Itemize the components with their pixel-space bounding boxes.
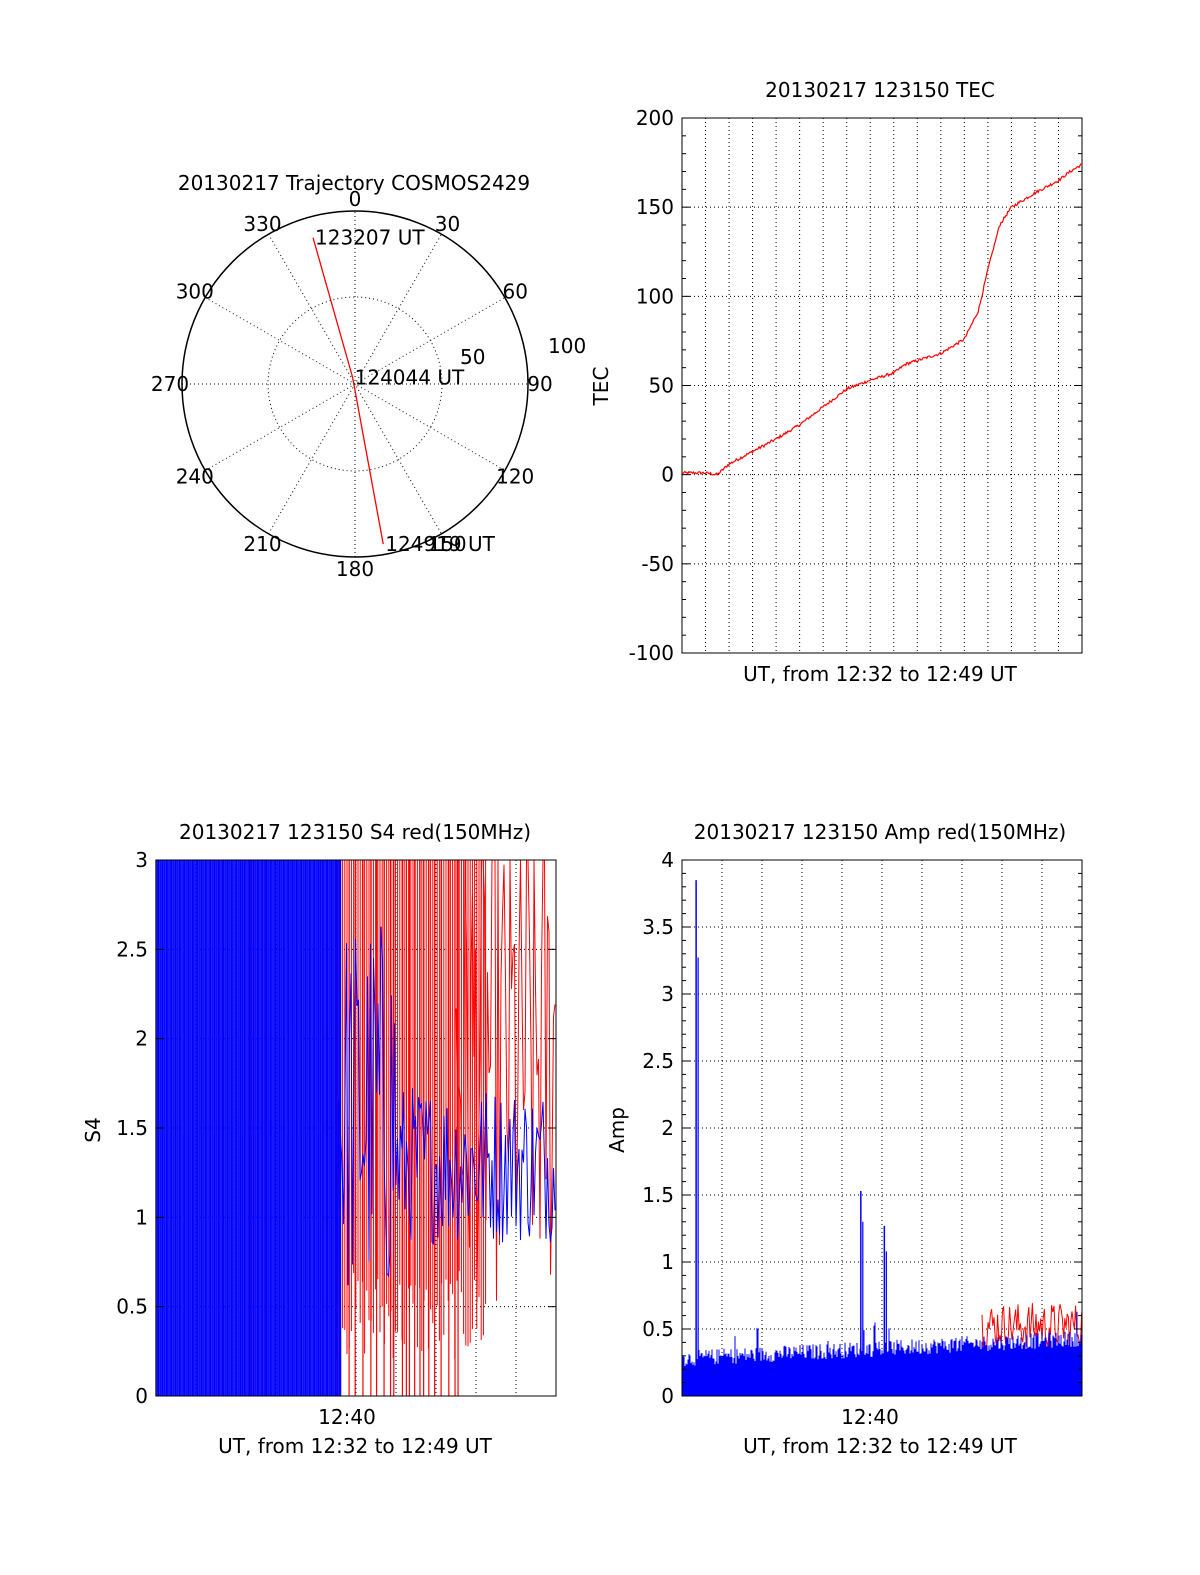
ytick-label: 3 (135, 848, 148, 872)
s4-panel: 20130217 123150 S4 red(150MHz) 3 2.5 2 1.5 1… (81, 820, 557, 1458)
polar-angle-label: 90 (527, 372, 552, 396)
s4-blue-line (335, 926, 556, 1286)
polar-radial-label-50: 50 (460, 345, 485, 369)
s4-y-ticks: 3 2.5 2 1.5 1 0.5 0 (116, 848, 556, 1408)
ytick-label: -100 (629, 641, 674, 665)
amp-y-ticks: 4 3.5 3 2.5 2 1.5 1 0.5 0 (642, 848, 1082, 1408)
ytick-label: 50 (649, 374, 674, 398)
ytick-label: 0.5 (642, 1317, 674, 1341)
ytick-label: 0 (661, 463, 674, 487)
polar-angle-label: 180 (336, 557, 374, 581)
s4-blue-series (155, 860, 556, 1396)
ytick-label: 200 (636, 106, 674, 130)
amp-blue-series (681, 880, 1083, 1396)
tec-y-ticks: 200 150 100 50 0 -50 -100 (629, 106, 1082, 665)
ytick-label: 1 (135, 1205, 148, 1229)
amp-xlabel: UT, from 12:32 to 12:49 UT (743, 1434, 1018, 1458)
polar-angle-label: 330 (243, 212, 281, 236)
ytick-label: 4 (661, 848, 674, 872)
polar-spoke-150 (268, 233, 442, 535)
ytick-label: 2 (135, 1027, 148, 1051)
amp-title: 20130217 123150 Amp red(150MHz) (694, 820, 1066, 844)
polar-angle-label: 60 (502, 280, 527, 304)
amp-ylabel: Amp (605, 1107, 629, 1153)
tec-ylabel: TEC (589, 367, 613, 407)
amp-red-series (981, 1303, 1083, 1350)
tec-grid (682, 118, 1082, 653)
ytick-label: 2.5 (116, 937, 148, 961)
polar-angle-label: 300 (176, 280, 214, 304)
ytick-label: 0.5 (116, 1295, 148, 1319)
tec-panel: 20130217 123150 TEC 200150100500-50-100 … (589, 78, 1083, 686)
trajectory-point-label: 124044 UT (355, 365, 465, 389)
polar-angle-label: 150 (428, 532, 466, 556)
ytick-label: 3 (661, 982, 674, 1006)
s4-ylabel: S4 (81, 1117, 105, 1142)
polar-panel: 20130217 Trajectory COSMOS2429 0 30 60 90 12… (151, 171, 586, 581)
amp-panel: 20130217 123150 Amp red(150MHz) 4 3.5 3 2.5… (605, 820, 1083, 1458)
s4-title: 20130217 123150 S4 red(150MHz) (179, 820, 531, 844)
tec-title: 20130217 123150 TEC (765, 78, 995, 102)
ytick-label: 0 (135, 1384, 148, 1408)
ytick-label: 2.5 (642, 1049, 674, 1073)
ytick-label: -50 (641, 552, 674, 576)
tec-series-line (681, 163, 1083, 477)
ytick-label: 0 (661, 1384, 674, 1408)
amp-grid (682, 860, 1082, 1396)
ytick-label: 1.5 (116, 1116, 148, 1140)
ytick-label: 100 (636, 284, 674, 308)
tec-xlabel: UT, from 12:32 to 12:49 UT (743, 662, 1018, 686)
ytick-label: 1 (661, 1250, 674, 1274)
polar-angle-labels: 0 30 60 90 120 150 180 210 240 270 300 330 (151, 187, 553, 581)
polar-title: 20130217 Trajectory COSMOS2429 (178, 171, 530, 195)
trajectory-line (312, 237, 384, 545)
ytick-label: 150 (636, 195, 674, 219)
polar-angle-label: 120 (496, 465, 534, 489)
s4-xtick-label: 12:40 (318, 1405, 376, 1429)
s4-xlabel: UT, from 12:32 to 12:49 UT (218, 1434, 493, 1458)
ytick-label: 1.5 (642, 1183, 674, 1207)
polar-angle-label: 270 (151, 372, 189, 396)
polar-angle-label: 30 (435, 212, 460, 236)
polar-spokes (182, 211, 528, 557)
polar-angle-label: 0 (349, 187, 362, 211)
trajectory-point-label: 123207 UT (315, 226, 425, 250)
amp-xtick-label: 12:40 (841, 1405, 899, 1429)
trajectory-labels: 123207 UT 124044 UT 124919 UT (315, 226, 496, 556)
polar-angle-label: 240 (176, 465, 214, 489)
ytick-label: 2 (661, 1116, 674, 1140)
ytick-label: 3.5 (642, 915, 674, 939)
polar-radial-label-100: 100 (548, 334, 586, 358)
trajectory-point-label: 124919 UT (385, 532, 495, 556)
amp-red-line (981, 1303, 1083, 1350)
polar-angle-label: 210 (243, 532, 281, 556)
s4-red-line (455, 859, 556, 1302)
